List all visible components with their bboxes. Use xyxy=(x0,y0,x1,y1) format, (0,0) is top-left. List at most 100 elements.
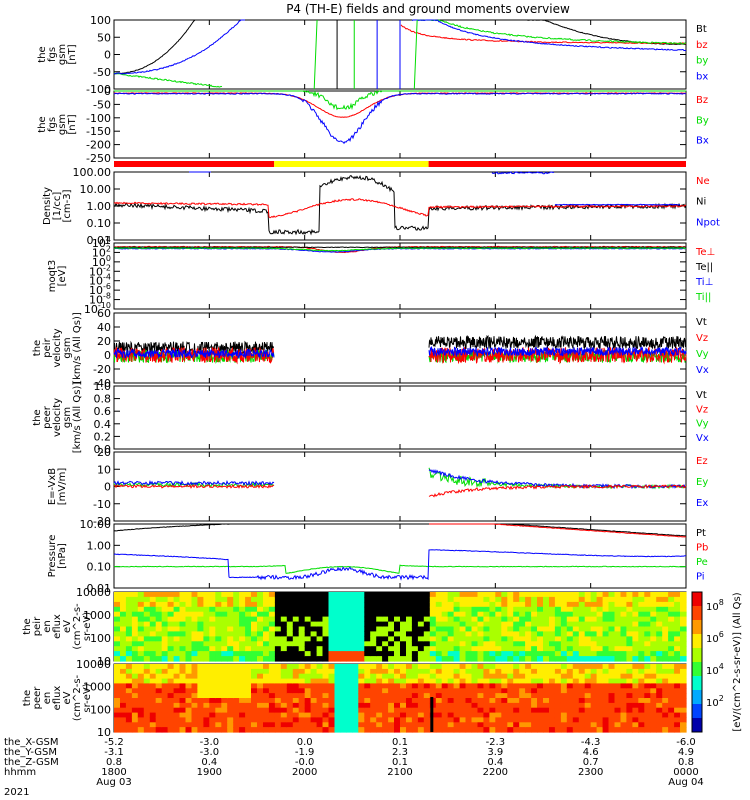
legend-Vt: Vt xyxy=(696,317,707,328)
spectro-peer-cell xyxy=(173,678,181,685)
spectro-peir-cell xyxy=(507,656,514,662)
spectro-peir-cell xyxy=(656,656,663,662)
spectro-peer-cell xyxy=(608,702,616,709)
spectro-peir-cell xyxy=(376,626,383,632)
spectro-peer-cell xyxy=(370,707,377,714)
spectro-peer-cell xyxy=(537,664,544,670)
spectro-peir-cell xyxy=(477,626,485,632)
spectro-peir-cell xyxy=(668,606,675,613)
spectro-peer-cell xyxy=(245,722,252,728)
spectro-peir-cell xyxy=(507,606,514,613)
spectro-peer-cell xyxy=(203,698,210,704)
spectro-peer-cell xyxy=(251,668,258,675)
spectro-peer-cell xyxy=(590,683,598,689)
spectro-peer-cell xyxy=(400,722,407,728)
spectro-peer-cell xyxy=(346,688,353,694)
spectro-peer-cell xyxy=(209,698,216,704)
spectro-peir-cell xyxy=(340,592,347,598)
spectro-peer-cell xyxy=(531,673,538,680)
spectro-peir-cell xyxy=(298,592,306,598)
spectro-peir-cell xyxy=(209,636,216,642)
spectro-peir-cell xyxy=(560,621,568,628)
spectro-peer-cell xyxy=(280,673,288,680)
spectro-peer-cell xyxy=(608,712,616,719)
spectro-peir-cell xyxy=(638,606,645,613)
spectro-peer-cell xyxy=(400,707,407,714)
ylabel-p1: [nT] xyxy=(67,44,78,64)
spectro-peer-cell xyxy=(233,673,240,680)
spectro-peir-cell xyxy=(227,601,234,608)
spectro-peer-cell xyxy=(137,688,145,694)
spectro-peir-cell xyxy=(549,621,556,628)
spectro-peer-cell xyxy=(483,707,490,714)
spectro-peer-cell xyxy=(239,693,246,699)
spectro-peer-cell xyxy=(566,698,574,704)
colorbar-cell xyxy=(692,693,702,698)
spectro-peir-cell xyxy=(310,631,318,637)
spectro-peer-cell xyxy=(566,688,574,694)
spectro-peer-cell xyxy=(215,673,222,680)
spectro-peer-cell xyxy=(251,717,258,723)
spectro-peir-cell xyxy=(376,656,383,662)
spectro-peer-cell xyxy=(251,664,258,670)
spectro-peer-cell xyxy=(263,678,270,685)
spectro-peer-cell xyxy=(417,698,425,704)
spectro-peer-cell xyxy=(185,717,193,723)
spectro-peer-cell xyxy=(584,707,592,714)
spectro-peer-cell xyxy=(125,712,133,719)
spectro-peer-cell xyxy=(394,698,401,704)
trace-bt-1 xyxy=(526,19,686,45)
spectro-peir-cell xyxy=(650,611,657,618)
spectro-peer-cell xyxy=(268,702,276,709)
spectro-peir-cell xyxy=(477,636,485,642)
spectro-peer-cell xyxy=(519,698,526,704)
spectro-peir-cell xyxy=(263,611,270,618)
spectro-peir-cell xyxy=(149,656,157,662)
spectro-peer-cell xyxy=(537,678,544,685)
spectro-peer-cell xyxy=(280,688,288,694)
spectro-peer-cell xyxy=(274,678,282,685)
spectro-peir-cell xyxy=(417,656,425,662)
spectro-peir-cell xyxy=(388,592,395,598)
spectro-peer-cell xyxy=(614,702,622,709)
spectro-peer-cell xyxy=(519,664,526,670)
spectro-peer-cell xyxy=(155,688,163,694)
spectro-peer-cell xyxy=(257,683,264,689)
spectro-peir-cell xyxy=(578,651,586,657)
spectro-peer-cell xyxy=(507,722,514,728)
spectro-peir-cell xyxy=(310,641,318,647)
spectro-peir-cell xyxy=(620,611,628,618)
spectro-peir-cell xyxy=(602,646,610,652)
spectro-peir-cell xyxy=(149,596,157,603)
spectro-peer-cell xyxy=(352,668,359,675)
ylabel-p5: velocity xyxy=(52,328,63,367)
spectro-peer-cell xyxy=(376,717,383,723)
spectro-peer-cell xyxy=(370,722,377,728)
spectro-peir-cell xyxy=(656,636,663,642)
spectro-peer-cell xyxy=(632,722,639,728)
spectro-peir-cell xyxy=(417,621,425,628)
spectro-peir-cell xyxy=(227,651,234,657)
spectro-peer-cell xyxy=(221,707,228,714)
spectro-peer-cell xyxy=(566,712,574,719)
spectro-peir-cell xyxy=(263,651,270,657)
spectro-peir-cell xyxy=(161,621,169,628)
spectro-peer-cell xyxy=(274,683,282,689)
spectro-peer-cell xyxy=(608,698,616,704)
spectro-peer-cell xyxy=(554,727,562,733)
spectro-peir-cell xyxy=(572,651,580,657)
spectro-peir-cell xyxy=(179,611,187,618)
spectro-peir-cell xyxy=(507,611,514,618)
spectro-peer-cell xyxy=(191,702,199,709)
spectro-peir-cell xyxy=(459,596,467,603)
spectro-peir-cell xyxy=(459,631,467,637)
spectro-peir-cell xyxy=(209,616,216,623)
spectro-peir-cell xyxy=(525,656,532,662)
spectro-peer-cell xyxy=(435,727,443,733)
spectro-peir-cell xyxy=(584,636,592,642)
spectro-peir-cell xyxy=(465,641,473,647)
spectro-peer-cell xyxy=(173,712,181,719)
spectro-peir-cell xyxy=(435,606,443,613)
spectro-peer-cell xyxy=(543,668,550,675)
spectro-peir-cell xyxy=(143,651,151,657)
